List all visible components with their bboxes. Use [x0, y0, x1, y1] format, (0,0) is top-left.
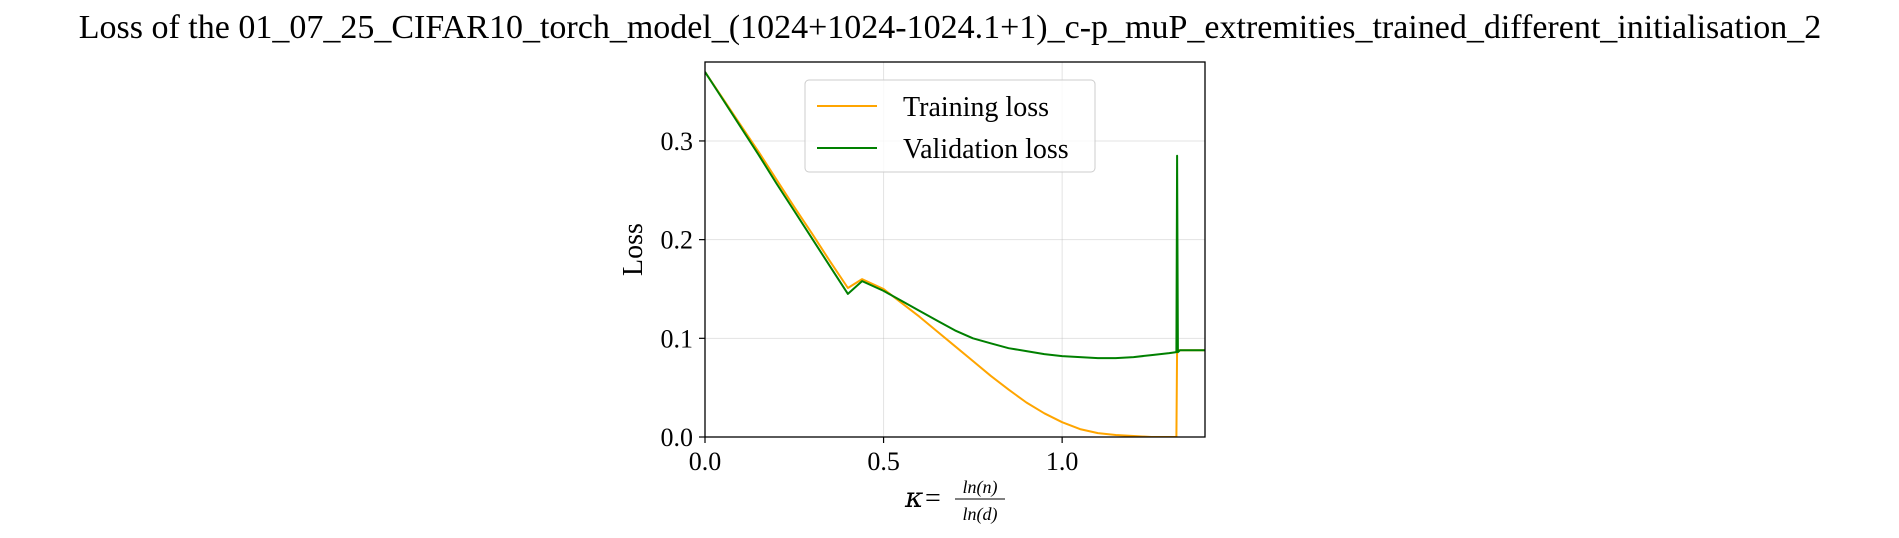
legend-label: Training loss	[903, 92, 1049, 123]
x-tick-label: 1.0	[1046, 447, 1079, 476]
y-axis-label: Loss	[618, 223, 649, 276]
x-tick-label: 0.5	[867, 447, 900, 476]
series-lines	[705, 71, 1205, 437]
legend-label: Validation loss	[903, 134, 1069, 165]
plot-frame	[704, 61, 1206, 438]
x-tick-label: 0.0	[689, 447, 722, 476]
y-tick-label: 0.1	[661, 324, 694, 353]
x-axis-label-denominator: ln(d)	[963, 504, 998, 525]
series-line-validation-loss	[705, 71, 1205, 360]
x-axis-label-equals: =	[925, 483, 941, 514]
x-axis-label-numerator: ln(n)	[963, 477, 998, 498]
y-tick-label: 0.0	[661, 423, 694, 452]
x-axis-label-symbol: κ	[904, 481, 923, 514]
chart-title: Loss of the 01_07_25_CIFAR10_torch_model…	[79, 9, 1822, 46]
series-line-training-loss	[705, 71, 1205, 437]
y-tick-label: 0.2	[661, 226, 694, 255]
x-axis-label: κ = ln(n) ln(d)	[904, 477, 1005, 525]
axis-ticks: 0.0 0.5 1.0 0.0 0.1 0.2 0.3	[661, 127, 1079, 476]
legend: Training loss Validation loss	[804, 79, 1096, 173]
legend-box	[804, 79, 1096, 173]
y-tick-label: 0.3	[661, 127, 694, 156]
